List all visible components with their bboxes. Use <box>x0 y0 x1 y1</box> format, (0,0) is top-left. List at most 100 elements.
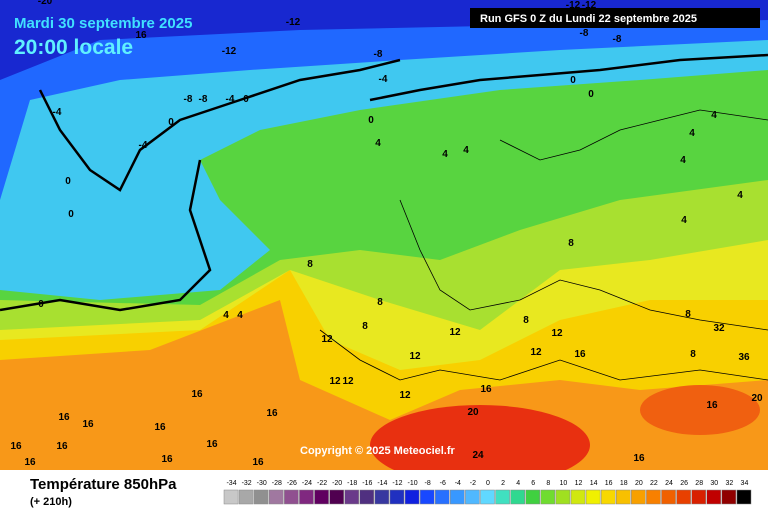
scale-swatch <box>615 489 631 505</box>
scale-label: -30 <box>257 480 267 487</box>
contour-label: 12 <box>329 376 341 387</box>
coastline <box>499 109 768 161</box>
scale-swatch <box>434 489 450 505</box>
scale-swatch <box>661 489 676 505</box>
time: 20:00 locale <box>14 36 133 59</box>
contour-label: 8 <box>377 297 383 308</box>
hot-field <box>640 385 760 435</box>
contour-label: -12 <box>286 17 301 28</box>
coastline <box>38 58 401 192</box>
run: Run GFS 0 Z du Lundi 22 septembre 2025 <box>480 13 697 25</box>
scale-label: 32 <box>725 480 733 487</box>
scale-label: -4 <box>455 480 461 487</box>
contour-label: 16 <box>161 454 173 465</box>
scale-label: 28 <box>695 480 703 487</box>
contour-label: 4 <box>711 110 717 121</box>
scale-label: -20 <box>332 480 342 487</box>
scale-label: 22 <box>650 480 658 487</box>
scale-swatch <box>299 489 314 505</box>
contour-label: 8 <box>690 349 696 360</box>
color-scale: -34 -32 -30 -28 -26 -24 -22 -20 -18 -16 -14 -12 -10-… <box>223 480 752 505</box>
scale-label: 6 <box>531 480 535 487</box>
contour-label: 16 <box>58 412 70 423</box>
contour-label: 16 <box>252 457 264 468</box>
scale-swatch <box>223 489 239 505</box>
contour-label: 16 <box>82 419 94 430</box>
scale-swatch <box>676 489 691 505</box>
contour-label: 0 <box>65 176 71 187</box>
scale-label: -28 <box>272 480 282 487</box>
contour-label: 20 <box>467 407 479 418</box>
contour-label: 24 <box>472 450 484 461</box>
contour-label: -12 <box>222 46 237 57</box>
contour-line <box>369 53 768 102</box>
scale-swatch <box>691 489 706 505</box>
scale-label: -22 <box>317 480 327 487</box>
contour-label: 16 <box>135 30 147 41</box>
contour-label: 36 <box>738 352 750 363</box>
contour-label: 16 <box>706 400 718 411</box>
contour-label: 16 <box>574 349 586 360</box>
scale-swatch <box>721 489 737 505</box>
contour-label: 8 <box>307 259 313 270</box>
coastline <box>399 199 768 331</box>
scale-swatch <box>540 489 556 505</box>
scale-label: -6 <box>440 480 446 487</box>
scale-label: -12 <box>392 480 402 487</box>
scale-swatch <box>631 489 646 505</box>
contour-label: 12 <box>321 334 333 345</box>
hot-field <box>370 405 590 485</box>
scale-label: 30 <box>710 480 718 487</box>
scale-swatch <box>646 489 661 505</box>
scale-label: 24 <box>665 480 673 487</box>
contour-label: 4 <box>442 149 448 160</box>
scale-swatch <box>450 489 465 505</box>
contour-label: -8 <box>184 94 193 105</box>
scale-label: 4 <box>516 480 520 487</box>
scale-swatch <box>510 489 525 505</box>
scale-swatch <box>269 489 284 505</box>
scale-swatch <box>555 489 571 505</box>
scale-label: 14 <box>590 480 598 487</box>
scale-label: 2 <box>501 480 505 487</box>
contour-label: -12 <box>582 0 597 11</box>
scale-swatch <box>570 489 586 505</box>
coastline <box>319 329 768 381</box>
lead-time: (+ 210h) <box>30 496 72 508</box>
contour-label: 16 <box>10 441 22 452</box>
scale-swatch <box>706 489 722 505</box>
contour-label: 32 <box>713 323 725 334</box>
scale-swatch <box>253 489 269 505</box>
contour-label: 16 <box>266 408 278 419</box>
scale-swatch <box>585 489 601 505</box>
copyright: Copyright © 2025 Meteociel.fr <box>300 445 456 457</box>
scale-swatch <box>525 489 541 505</box>
scale-label: 10 <box>560 480 568 487</box>
contour-label: 0 <box>588 89 594 100</box>
scale-swatch <box>404 489 420 505</box>
scale-label: 16 <box>605 480 613 487</box>
scale-swatch <box>465 489 480 505</box>
scale-swatch <box>329 489 344 505</box>
contour-label: 12 <box>409 351 421 362</box>
field-title: Température 850hPa <box>30 476 177 493</box>
contour-label: 4 <box>223 310 229 321</box>
scale-label: -2 <box>470 480 476 487</box>
contour-label: 16 <box>56 441 68 452</box>
contour-label: 4 <box>680 155 686 166</box>
scale-label: 0 <box>486 480 490 487</box>
contour-label: 4 <box>375 138 381 149</box>
date: Mardi 30 septembre 2025 <box>14 15 192 32</box>
contour-label: -4 <box>139 140 148 151</box>
contour-label: 0 <box>68 209 74 220</box>
contour-label: 16 <box>206 439 218 450</box>
contour-label: 8 <box>568 238 574 249</box>
scale-label: 20 <box>635 480 643 487</box>
scale-swatch <box>238 489 254 505</box>
contour-label: -4 <box>379 74 388 85</box>
contour-label: 0 <box>38 299 44 310</box>
scale-label: 8 <box>546 480 550 487</box>
scale-label: 34 <box>741 480 749 487</box>
